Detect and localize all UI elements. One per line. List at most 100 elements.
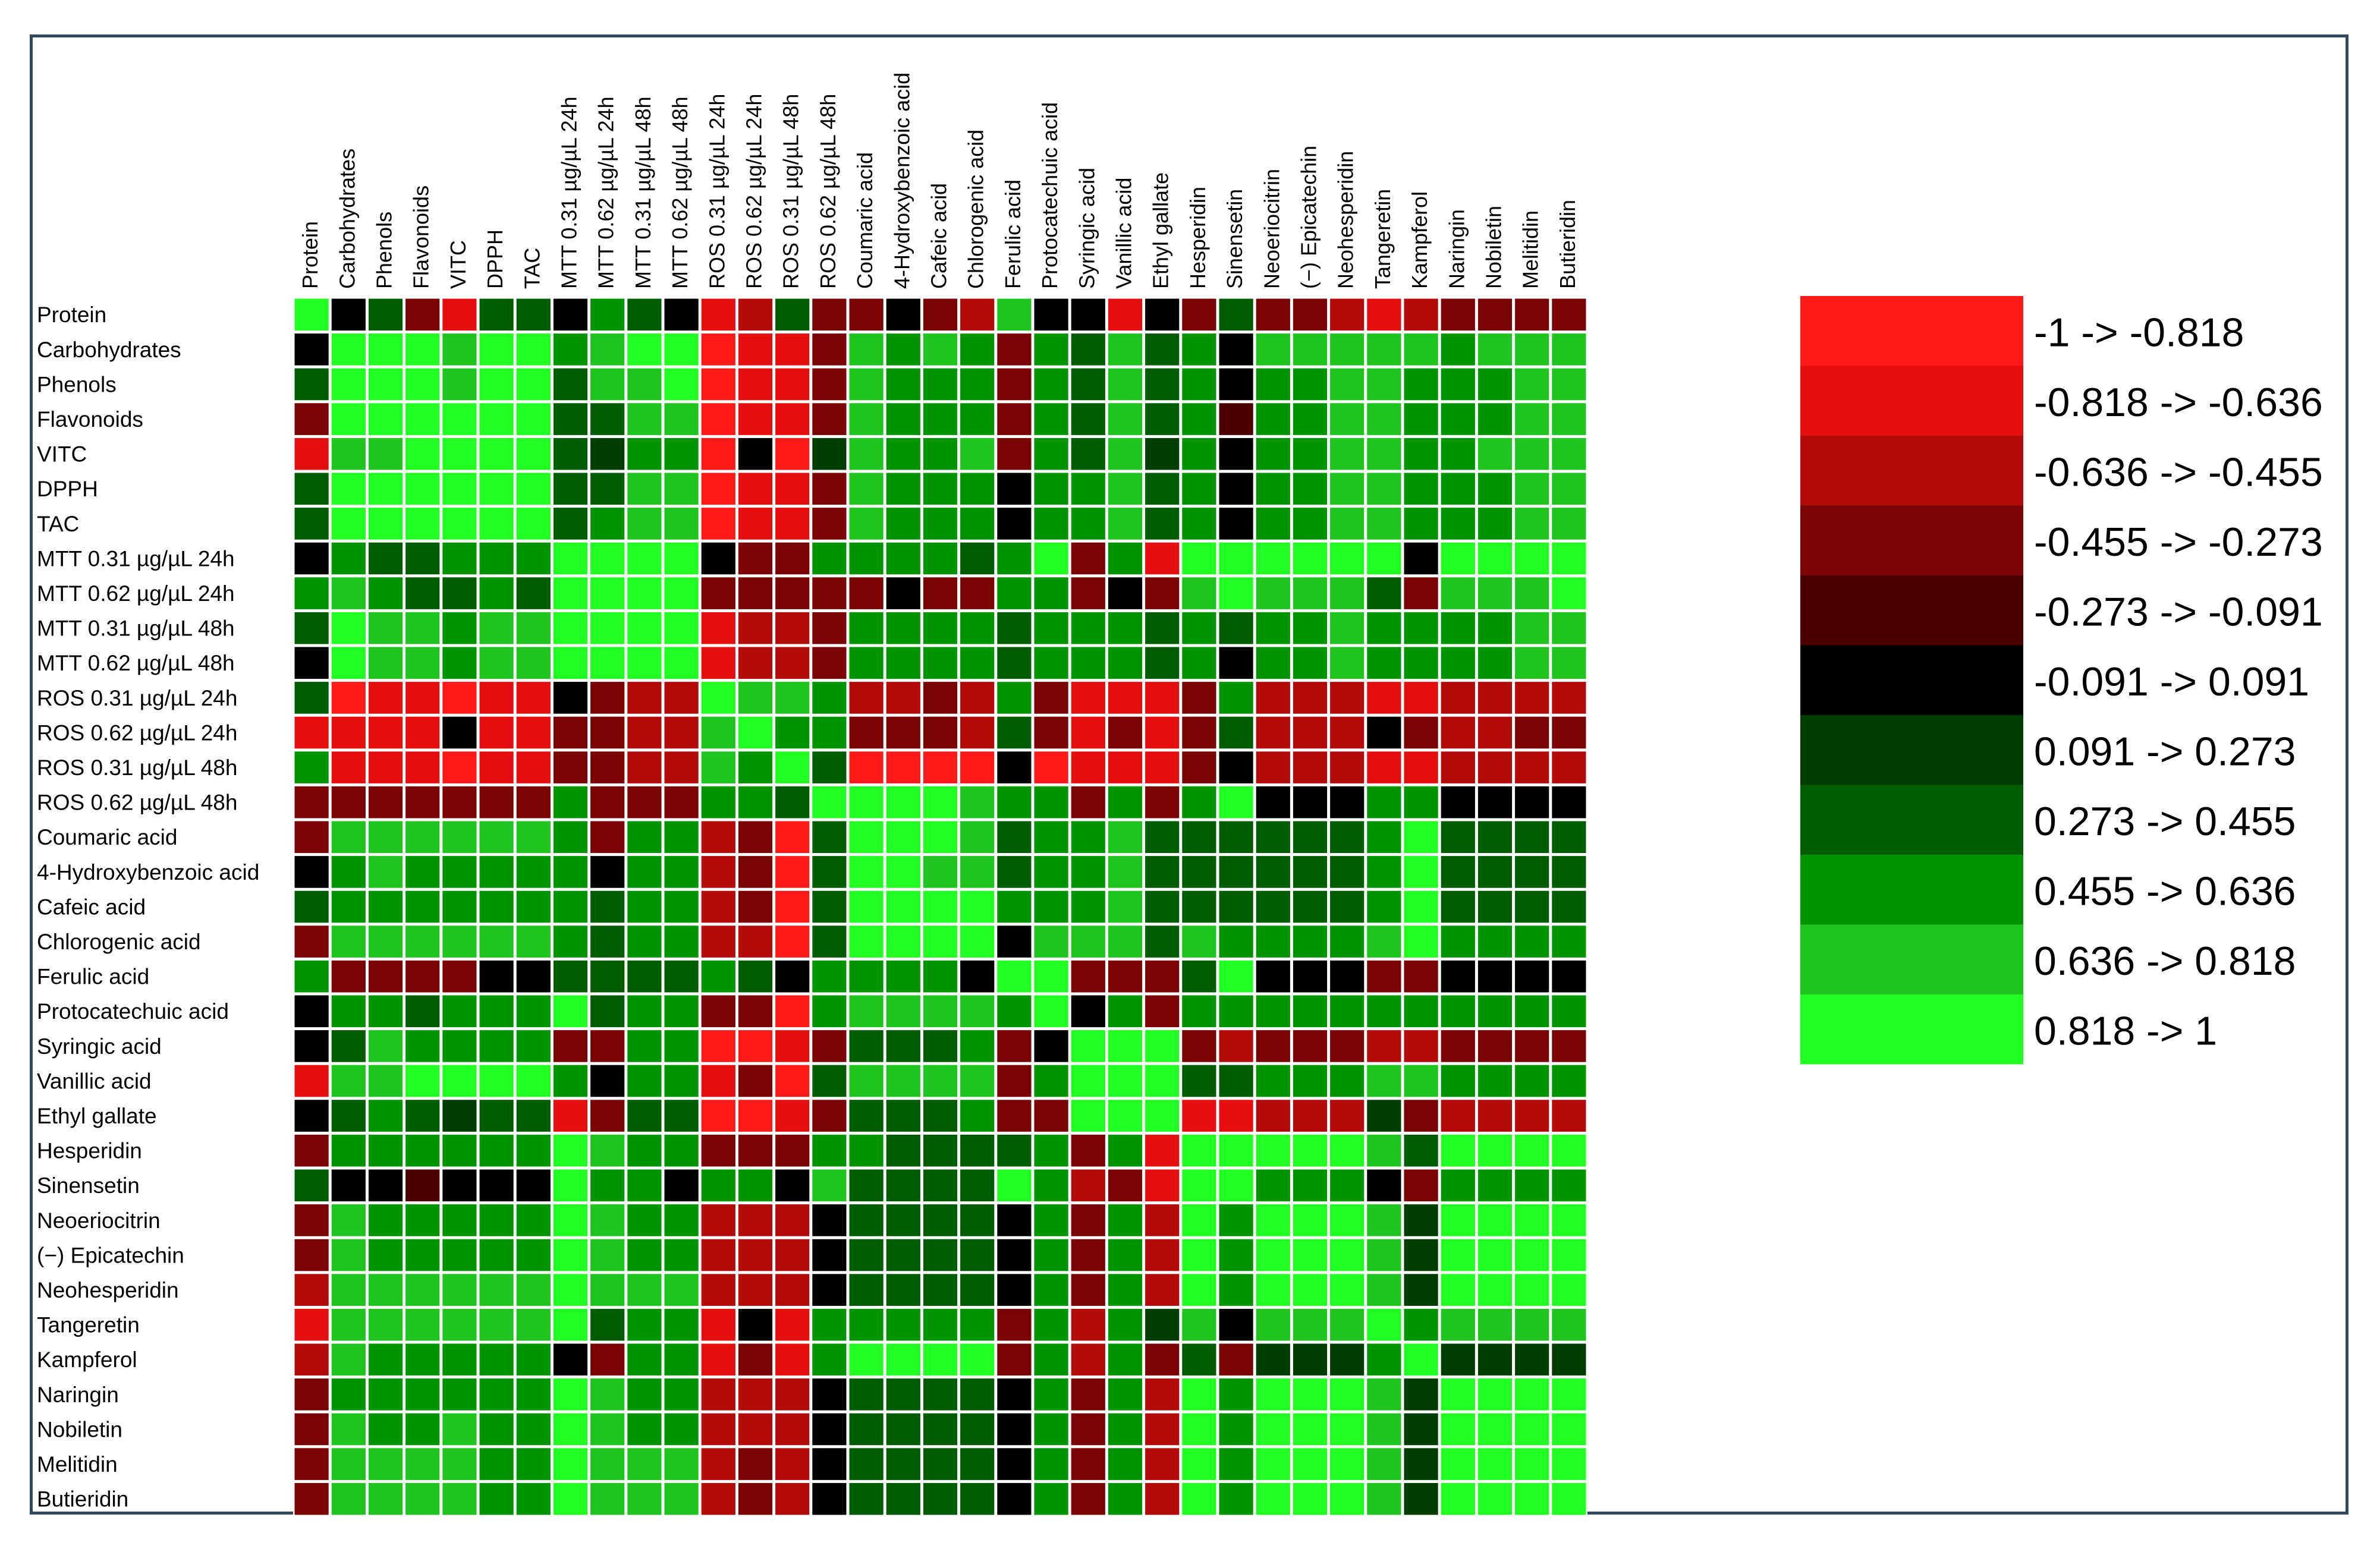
heatmap-cell — [442, 890, 477, 923]
heatmap-cell — [627, 1239, 662, 1271]
heatmap-cell — [516, 1134, 551, 1167]
heatmap-cell — [590, 612, 625, 644]
heatmap-cell — [812, 1343, 847, 1376]
heatmap-cell — [1330, 1448, 1365, 1480]
heatmap-cell — [1515, 1204, 1549, 1236]
heatmap-cell — [627, 890, 662, 923]
heatmap-cell — [1441, 925, 1475, 958]
heatmap-cell — [1477, 1308, 1513, 1341]
heatmap-cell — [849, 1482, 884, 1515]
heatmap-cell — [1330, 1134, 1365, 1167]
column-label: Chlorogenic acid — [964, 130, 988, 289]
heatmap-cell — [960, 786, 995, 819]
heatmap-cell — [664, 751, 699, 783]
heatmap-cell — [1108, 333, 1143, 366]
heatmap-cell — [1552, 1065, 1586, 1097]
heatmap-cell — [442, 995, 477, 1028]
heatmap-cell — [812, 856, 847, 888]
heatmap-cell — [1071, 542, 1105, 575]
heatmap-cell — [1108, 1274, 1143, 1306]
heatmap-cell — [1330, 1065, 1365, 1097]
heatmap-cell — [294, 403, 329, 435]
heatmap-cell — [590, 995, 625, 1028]
heatmap-cell — [886, 1308, 920, 1341]
heatmap-cell — [331, 682, 366, 714]
heatmap-cell — [1219, 821, 1253, 854]
heatmap-cell — [1515, 890, 1549, 923]
heatmap-cell — [1071, 925, 1105, 958]
heatmap-cell — [590, 1378, 625, 1411]
heatmap-cell — [849, 647, 884, 679]
heatmap-cell — [1477, 925, 1513, 958]
heatmap-cell — [1330, 577, 1365, 609]
heatmap-cell — [1182, 1482, 1216, 1515]
heatmap-cell — [1330, 1030, 1365, 1062]
heatmap-cell — [1293, 1100, 1328, 1132]
row-label: MTT 0.62 µg/µL 48h — [37, 651, 235, 675]
column-label: Ethyl gallate — [1149, 172, 1173, 289]
heatmap-cell — [479, 1482, 514, 1515]
heatmap-cell — [1182, 751, 1216, 783]
heatmap-cell — [627, 1274, 662, 1306]
column-label: Coumaric acid — [853, 152, 877, 289]
heatmap-cell — [479, 612, 514, 644]
heatmap-cell — [923, 437, 958, 470]
heatmap-cell — [331, 333, 366, 366]
heatmap-cell — [1182, 1343, 1216, 1376]
heatmap-cell — [1515, 1274, 1549, 1306]
heatmap-cell — [997, 1274, 1032, 1306]
heatmap-cell — [886, 682, 920, 714]
heatmap-cell — [738, 1204, 773, 1236]
heatmap-cell — [1219, 333, 1253, 366]
heatmap-cell — [960, 333, 995, 366]
heatmap-cell — [1293, 716, 1328, 749]
heatmap-cell — [812, 1065, 847, 1097]
heatmap-cell — [368, 1482, 403, 1515]
heatmap-cell — [1441, 1308, 1475, 1341]
heatmap-cell — [701, 1169, 735, 1202]
heatmap-cell — [479, 960, 514, 993]
heatmap-cell — [775, 1134, 810, 1167]
heatmap-cell — [1182, 1308, 1216, 1341]
heatmap-cell — [701, 368, 735, 401]
heatmap-cell — [1367, 647, 1401, 679]
heatmap-cell — [331, 821, 366, 854]
heatmap-cell — [701, 1239, 735, 1271]
heatmap-cell — [1108, 542, 1143, 575]
heatmap-cell — [590, 403, 625, 435]
heatmap-cell — [1515, 1482, 1549, 1515]
heatmap-cell — [923, 856, 958, 888]
heatmap-cell — [849, 682, 884, 714]
heatmap-cell — [479, 786, 514, 819]
heatmap-cell — [368, 403, 403, 435]
heatmap-cell — [849, 1274, 884, 1306]
heatmap-cell — [1219, 298, 1253, 331]
heatmap-cell — [849, 577, 884, 609]
heatmap-cell — [1441, 716, 1475, 749]
heatmap-cell — [923, 647, 958, 679]
heatmap-cell — [294, 437, 329, 470]
heatmap-cell — [1441, 995, 1475, 1028]
heatmap-cell — [812, 473, 847, 505]
heatmap-cell — [368, 368, 403, 401]
heatmap-cell — [923, 716, 958, 749]
heatmap-cell — [1219, 890, 1253, 923]
heatmap-cell — [516, 682, 551, 714]
heatmap-cell — [849, 890, 884, 923]
heatmap-cell — [590, 960, 625, 993]
heatmap-cell — [479, 1134, 514, 1167]
heatmap-cell — [1477, 1100, 1513, 1132]
heatmap-cell — [849, 1448, 884, 1480]
heatmap-cell — [1330, 1308, 1365, 1341]
heatmap-cell — [553, 612, 588, 644]
heatmap-cell — [775, 1100, 810, 1132]
row-label: TAC — [37, 512, 79, 536]
heatmap-cell — [1552, 960, 1586, 993]
heatmap-cell — [997, 960, 1032, 993]
heatmap-cell — [553, 1413, 588, 1446]
heatmap-cell — [664, 786, 699, 819]
heatmap-cell — [516, 1308, 551, 1341]
heatmap-cell — [405, 473, 440, 505]
heatmap-cell — [701, 1448, 735, 1480]
heatmap-cell — [1293, 821, 1328, 854]
